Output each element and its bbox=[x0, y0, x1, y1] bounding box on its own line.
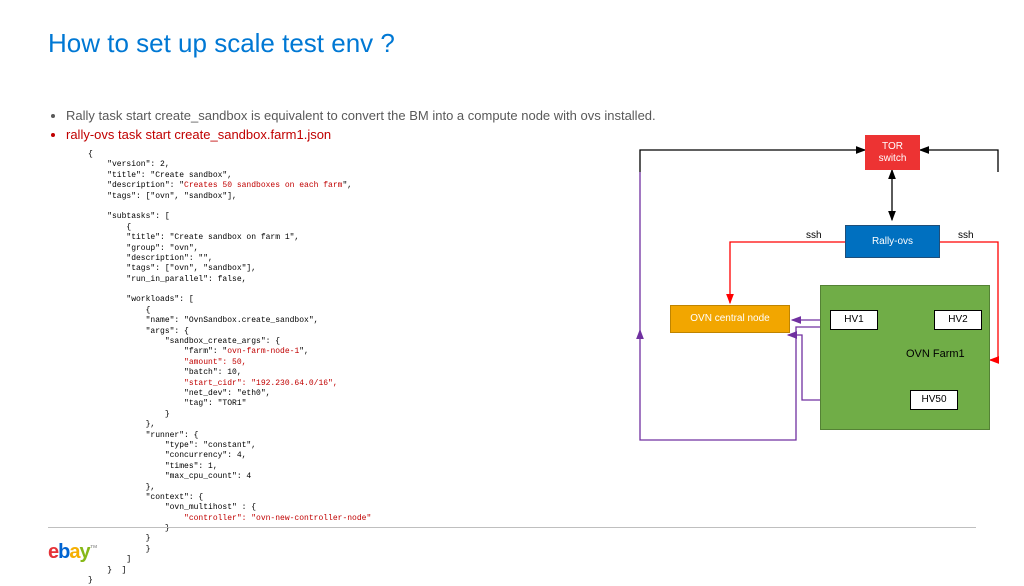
node-tor: TORswitch bbox=[865, 135, 920, 170]
ssh-label: ssh bbox=[806, 230, 822, 241]
node-rally: Rally-ovs bbox=[845, 225, 940, 258]
ebay-logo: ebay™ bbox=[48, 541, 97, 564]
node-ovn: OVN central node bbox=[670, 305, 790, 333]
node-hv2: HV2 bbox=[934, 310, 982, 330]
json-code-block: { "version": 2, "title": "Create sandbox… bbox=[88, 150, 371, 586]
page-title: How to set up scale test env ? bbox=[48, 28, 395, 59]
footer-divider bbox=[48, 527, 976, 528]
node-hv1: HV1 bbox=[830, 310, 878, 330]
node-hv50: HV50 bbox=[910, 390, 958, 410]
ssh-label: ssh bbox=[958, 230, 974, 241]
bullet-item: rally-ovs task start create_sandbox.farm… bbox=[66, 127, 656, 142]
farm-label: OVN Farm1 bbox=[906, 348, 965, 360]
bullet-list: Rally task start create_sandbox is equiv… bbox=[48, 108, 656, 146]
bullet-item: Rally task start create_sandbox is equiv… bbox=[66, 108, 656, 123]
architecture-diagram: TORswitch Rally-ovs OVN central node HV1 HV2… bbox=[590, 130, 1000, 470]
